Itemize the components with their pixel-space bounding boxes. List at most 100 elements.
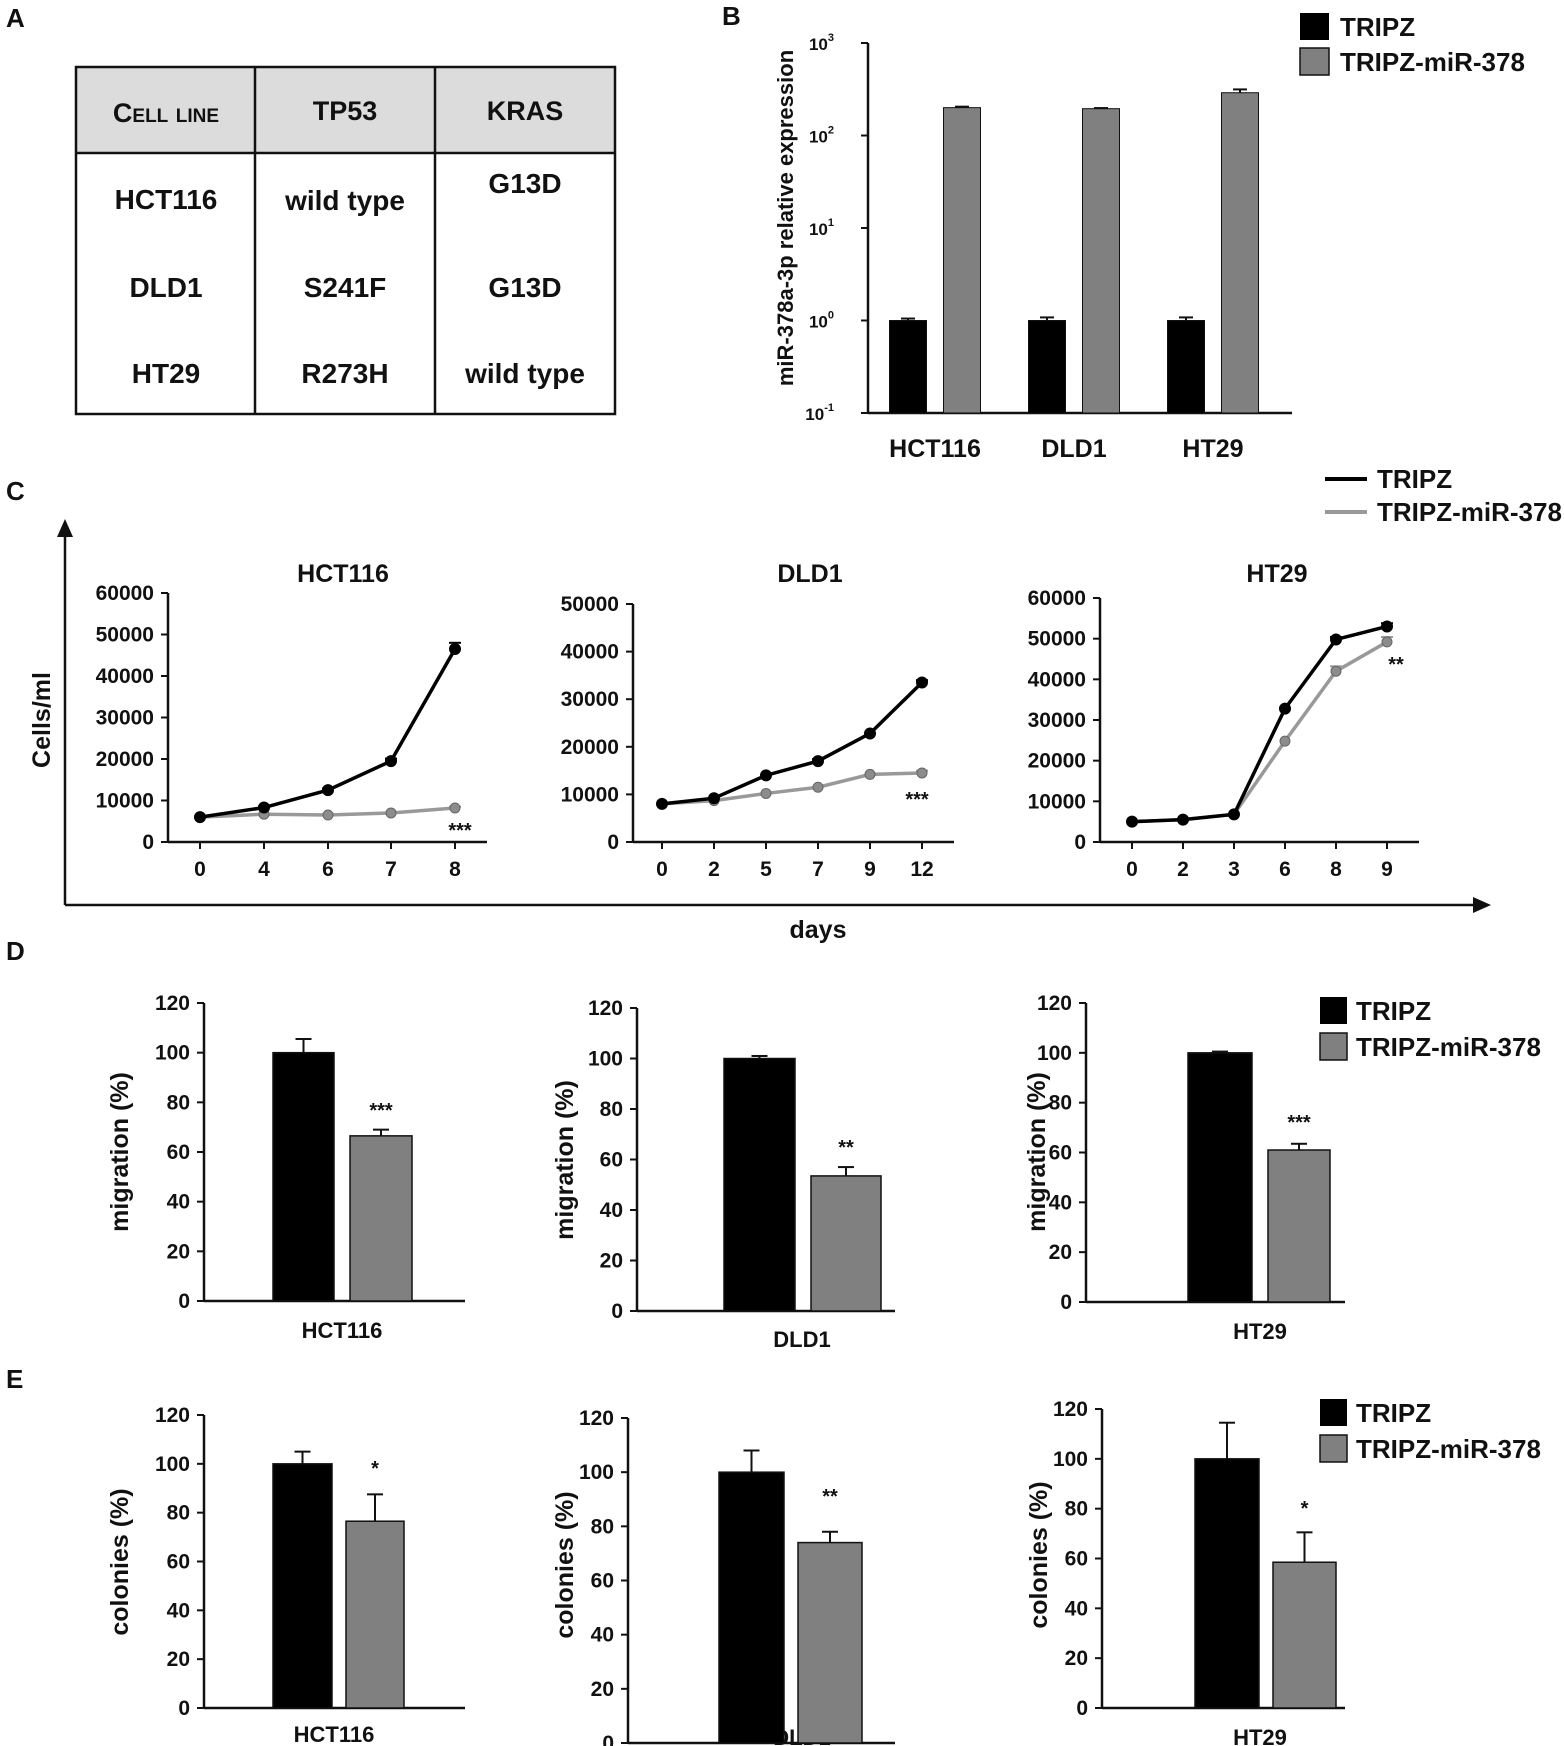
y-tick-label: 20 (167, 1240, 190, 1263)
significance-marker: ** (1388, 654, 1404, 676)
y-tick-label: 50000 (561, 593, 619, 616)
y-tick-label: 20000 (96, 748, 154, 771)
y-tick-label: 60 (1065, 1548, 1088, 1571)
bar (943, 107, 981, 414)
y-tick-label: 0 (142, 831, 154, 854)
y-tick-label: 40 (600, 1199, 623, 1222)
significance-marker: *** (369, 1100, 393, 1122)
data-point (322, 809, 334, 821)
x-tick-label: 0 (656, 858, 668, 881)
panel-c-ylabel: Cells/ml (28, 672, 56, 768)
x-tick-label: 4 (258, 858, 270, 881)
y-tick-label: 80 (1049, 1092, 1072, 1115)
chart-c3: 0 10000 20000 30000 40000 50000 60000 0 2 3 6 8 9 HT2… (1028, 560, 1419, 881)
y-tick-label: 50000 (96, 624, 154, 647)
y-tick-label: 20 (591, 1678, 614, 1701)
legend-b: TRIPZ TRIPZ-miR-378 (1299, 12, 1525, 77)
x-tick-label: 7 (385, 858, 397, 881)
y-tick-label: 103 (809, 32, 834, 54)
data-point (864, 727, 876, 740)
bar (1267, 1149, 1331, 1303)
y-tick-label: 100 (1037, 1042, 1072, 1065)
y-tick-label: 102 (809, 125, 834, 147)
data-point (1228, 808, 1240, 821)
y-tick-label: 40 (1049, 1191, 1072, 1214)
y-tick-label: 0 (607, 831, 619, 854)
y-tick-label: 80 (591, 1515, 614, 1538)
x-category-label: DLD1 (773, 1327, 830, 1352)
y-tick-label: 60 (591, 1570, 614, 1593)
y-tick-label: 60 (167, 1551, 190, 1574)
y-tick-label: 10-1 (805, 402, 834, 424)
y-tick-label: 80 (167, 1091, 190, 1114)
x-tick-label: 7 (812, 858, 824, 881)
panel-c-frame: Cells/ml days (28, 519, 1491, 944)
data-point (812, 755, 824, 768)
table-cell: S241F (304, 272, 387, 303)
y-tick-label: 100 (155, 1042, 190, 1065)
y-tick-label: 101 (809, 217, 834, 239)
y-tick-label: 20 (1065, 1647, 1088, 1670)
data-point (864, 768, 876, 780)
data-point (916, 767, 928, 779)
legend-swatch-tripz (1300, 13, 1329, 40)
bar (1028, 320, 1066, 414)
y-tick-label: 120 (1037, 992, 1072, 1015)
bar (349, 1135, 413, 1302)
y-axis-title: miR-378a-3p relative expression (773, 50, 798, 386)
x-tick-label: 2 (1177, 858, 1189, 881)
legend-swatch-mir378 (1319, 1434, 1348, 1463)
y-tick-label: 40000 (96, 665, 154, 688)
series-line-tripz (1131, 624, 1388, 824)
y-tick-label: 40000 (1028, 668, 1086, 691)
chart-e3: 0 20 40 60 80 100 120 colonies (%) HT29 * (1025, 1398, 1345, 1746)
charts: 10-1 100 101 102 103 miR-378a-3p relative exp… (96, 32, 1419, 1746)
y-tick-label: 20000 (1028, 750, 1086, 773)
chart-c2: 0 10000 20000 30000 40000 50000 0 2 5 7 9 12 DLD1 *** (561, 560, 954, 881)
y-tick-label: 100 (155, 1453, 190, 1476)
table-cell: DLD1 (129, 272, 202, 303)
y-tick-label: 20000 (561, 736, 619, 759)
x-category-label: HT29 (1233, 1725, 1287, 1746)
legend-swatch-mir378 (1319, 1032, 1348, 1061)
y-tick-label: 0 (178, 1697, 190, 1720)
x-tick-label: 3 (1228, 858, 1240, 881)
y-tick-label: 30000 (561, 688, 619, 711)
table-cell: G13D (488, 168, 561, 199)
x-tick-label: 12 (910, 858, 933, 881)
table-header-kras: KRAS (487, 96, 564, 126)
legend-label-tripz: TRIPZ (1377, 464, 1452, 494)
y-tick-label: 30000 (1028, 709, 1086, 732)
bar (1194, 1458, 1260, 1709)
bar (1221, 92, 1259, 414)
table-cell: wild type (464, 358, 585, 389)
table-cell: G13D (488, 272, 561, 303)
data-point (760, 769, 772, 782)
chart-d3: 0 20 40 60 80 100 120 migration (%) HT29 *** (1023, 992, 1345, 1344)
y-tick-label: 20 (600, 1250, 623, 1273)
bar (797, 1541, 863, 1744)
bar (1167, 320, 1205, 414)
table-header-tp53: TP53 (313, 96, 378, 126)
y-axis-title: colonies (%) (106, 1488, 134, 1635)
panel-c-x-arrowhead (1473, 897, 1491, 913)
x-tick-label: 8 (449, 858, 461, 881)
legend-label-mir378: TRIPZ-miR-378 (1356, 1032, 1541, 1062)
x-category-label: HT29 (1182, 435, 1243, 463)
y-tick-label: 120 (588, 997, 623, 1020)
chart-d2: 0 20 40 60 80 100 120 migration (%) DLD1 ** (551, 997, 895, 1352)
x-category-label: HT29 (1233, 1319, 1287, 1344)
data-point (385, 755, 397, 768)
legend-label-mir378: TRIPZ-miR-378 (1356, 1434, 1541, 1464)
data-point (1381, 636, 1393, 648)
data-point (258, 801, 270, 814)
legend-e: TRIPZ TRIPZ-miR-378 (1319, 1398, 1541, 1464)
y-tick-label: 20 (1049, 1241, 1072, 1264)
y-tick-label: 100 (588, 1048, 623, 1071)
chart-title: HCT116 (297, 560, 389, 588)
y-tick-label: 60000 (1028, 587, 1086, 610)
significance-marker: ** (822, 1486, 838, 1508)
y-tick-label: 120 (155, 992, 190, 1015)
y-tick-label: 60 (167, 1141, 190, 1164)
